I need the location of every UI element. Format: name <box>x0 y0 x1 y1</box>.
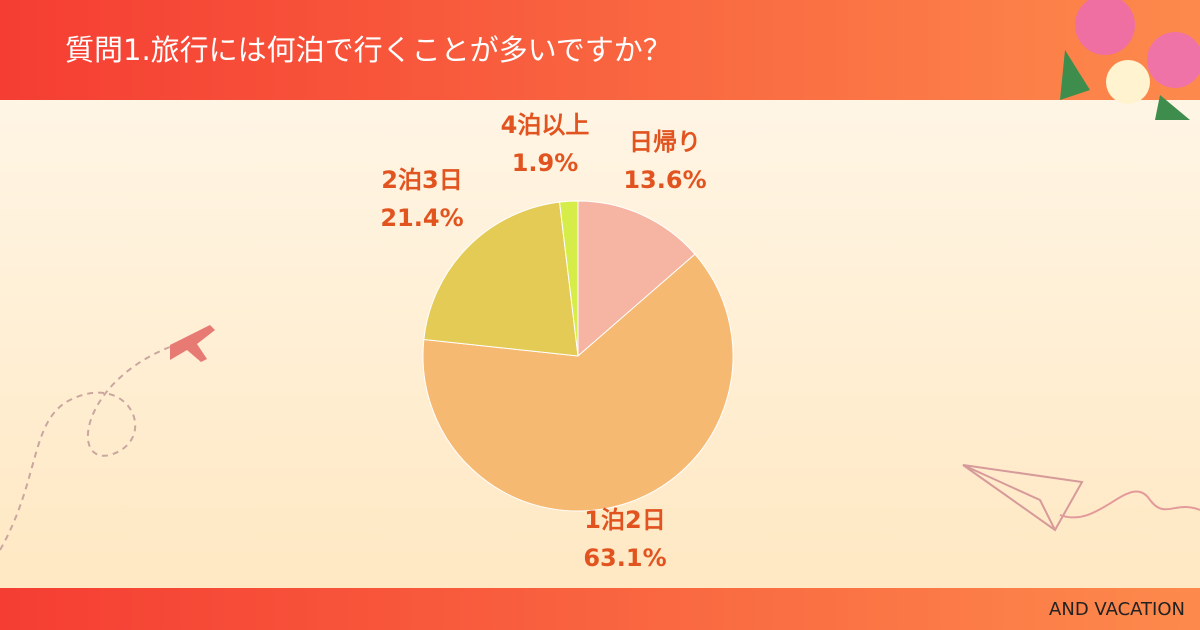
slice-value: 63.1% <box>583 544 666 572</box>
slice-label: 日帰り <box>629 128 701 156</box>
slice-label: 4泊以上 <box>501 111 590 139</box>
slice-value: 13.6% <box>623 166 706 194</box>
pie-slice <box>423 201 579 357</box>
footer-band <box>0 588 1200 630</box>
slice-value: 1.9% <box>512 149 579 177</box>
header-band <box>0 0 1200 100</box>
chart-title: 質問1.旅行には何泊で行くことが多いですか？ <box>65 33 672 67</box>
slice-value: 21.4% <box>380 204 463 232</box>
pie-slice <box>577 200 696 358</box>
slice-label: 1泊2日 <box>584 506 665 534</box>
pie-slice <box>558 200 579 357</box>
decoration <box>0 0 1200 551</box>
pie-slice <box>422 253 734 512</box>
slice-label: 2泊3日 <box>381 166 462 194</box>
footer-text: AND VACATION <box>1049 599 1185 620</box>
